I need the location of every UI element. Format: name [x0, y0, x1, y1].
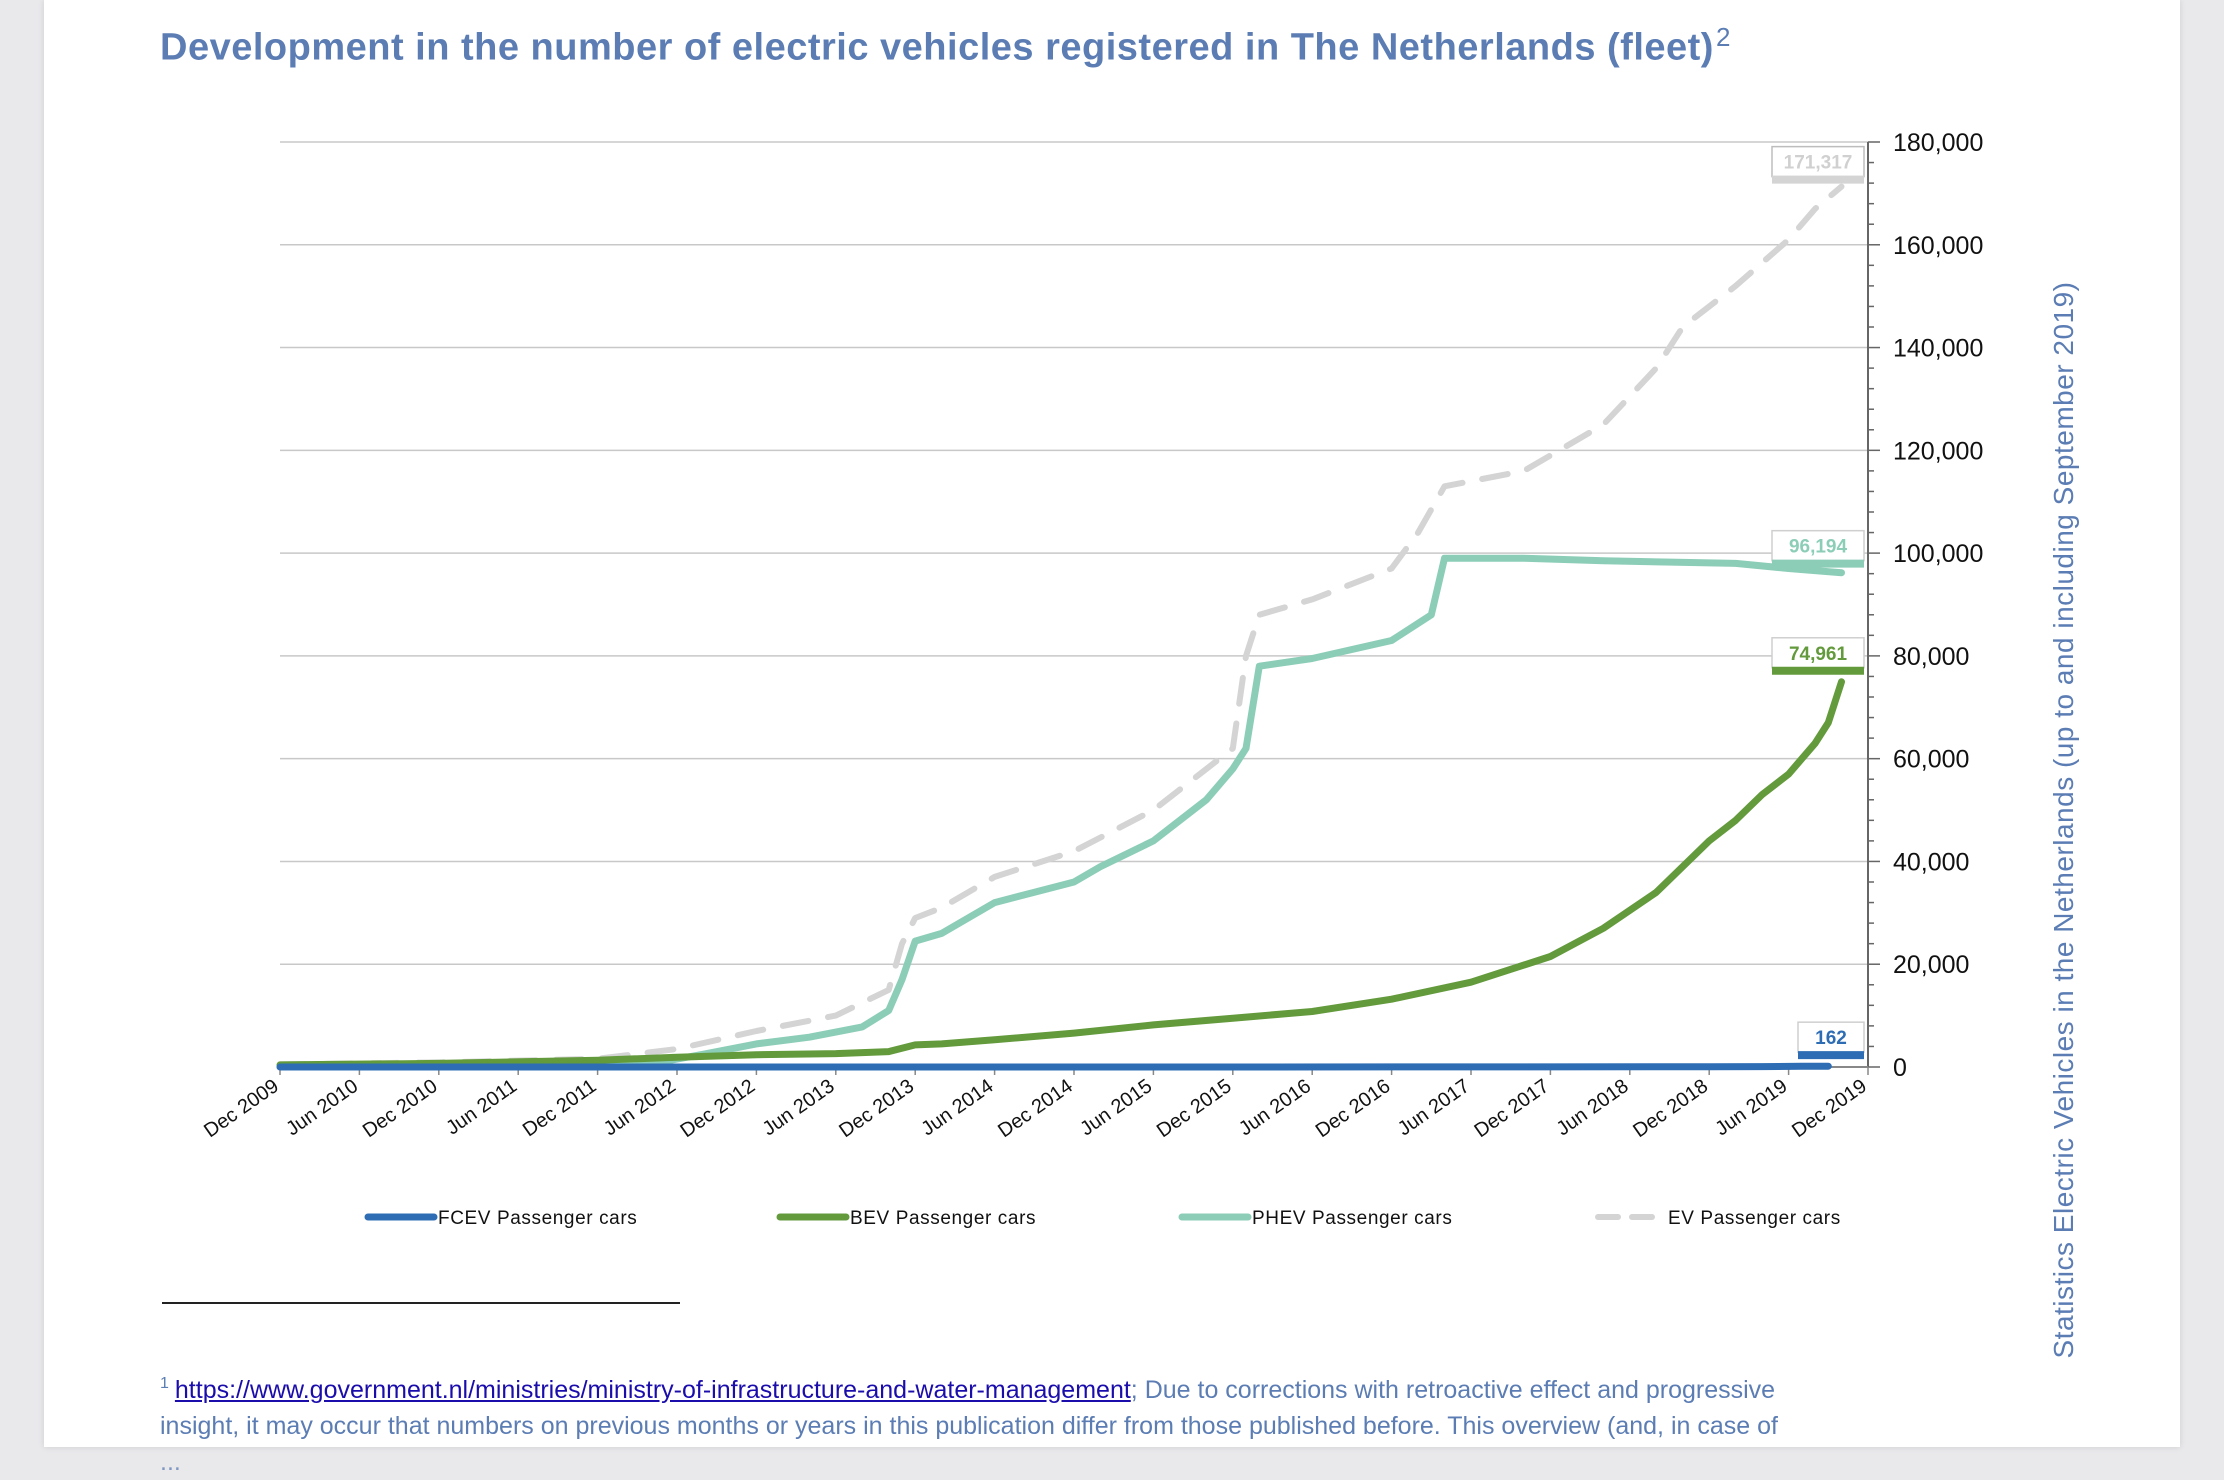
chart-title-text: Development in the number of electric ve… [160, 26, 1714, 69]
footnote: 1 https://www.government.nl/ministries/mi… [160, 1366, 1980, 1480]
footnote-marker: 1 [160, 1375, 169, 1392]
end-label-fcev: 162 [1815, 1028, 1847, 1049]
legend-label: EV Passenger cars [1668, 1208, 1841, 1229]
y-tick-label: 80,000 [1893, 643, 1969, 671]
x-tick-label: Jun 2012 [600, 1075, 680, 1140]
y-tick-label: 0 [1893, 1054, 1907, 1082]
legend-label: FCEV Passenger cars [438, 1208, 637, 1229]
y-axis-title: Statistics Electric Vehicles in the Neth… [2048, 281, 2079, 1359]
title-footnote-marker[interactable]: 2 [1715, 22, 1731, 52]
y-tick-label: 140,000 [1893, 335, 1983, 363]
x-tick-label: Jun 2013 [759, 1075, 839, 1140]
x-tick-label: Jun 2017 [1394, 1075, 1474, 1140]
end-label-ev: 171,317 [1784, 153, 1853, 174]
y-tick-label: 120,000 [1893, 437, 1983, 465]
chart-title: Development in the number of electric ve… [160, 22, 1731, 70]
end-label-box [1771, 637, 1865, 669]
x-tick-label: Jun 2019 [1711, 1075, 1791, 1140]
x-tick-label: Dec 2015 [1153, 1075, 1236, 1142]
legend-label: PHEV Passenger cars [1252, 1208, 1452, 1229]
data-labels: 171,317 96,194 74,961 162 [1771, 145, 1865, 1060]
y-tick-label: 180,000 [1893, 129, 1983, 157]
x-tick-label: Jun 2010 [282, 1075, 362, 1140]
footnote-text-line2: insight, it may occur that numbers on pr… [160, 1412, 1778, 1440]
y-tick-label: 40,000 [1893, 848, 1969, 876]
x-tick-label: Jun 2011 [442, 1075, 521, 1139]
x-tick-label: Jun 2014 [917, 1075, 997, 1140]
end-label-box [1797, 1021, 1865, 1053]
series-line-phev [276, 554, 1845, 1070]
chart: 0 20,000 40,000 60,000 80,000 100,000 120,000 1… [200, 129, 1983, 1229]
x-tick-label: Dec 2013 [835, 1075, 918, 1142]
footnote-divider [162, 1302, 680, 1304]
x-tick-label: Dec 2012 [677, 1075, 760, 1142]
x-tick-label: Dec 2011 [519, 1075, 601, 1141]
y-tick-label: 100,000 [1893, 540, 1983, 568]
y-tick-label: 160,000 [1893, 232, 1983, 260]
x-tick-label: Dec 2010 [359, 1075, 442, 1142]
series-line-bev [276, 678, 1845, 1069]
end-label-bev: 74,961 [1789, 644, 1848, 665]
end-label-box [1771, 145, 1865, 178]
footnote-link[interactable]: https://www.government.nl/ministries/min… [174, 1376, 1131, 1404]
legend-label: BEV Passenger cars [850, 1208, 1036, 1229]
x-tick-label: Dec 2018 [1629, 1075, 1712, 1142]
footnote-text-line1: ; Due to corrections with retroactive ef… [1130, 1376, 1776, 1404]
legend: FCEV Passenger cars BEV Passenger cars PHE… [364, 1208, 1841, 1229]
axes: 0 20,000 40,000 60,000 80,000 100,000 120,000 1… [200, 129, 1983, 1142]
end-label-phev: 96,194 [1789, 537, 1848, 558]
footnote-text-line3: ... [160, 1448, 181, 1476]
x-tick-label: Jun 2015 [1076, 1075, 1156, 1140]
series-line-fcev [276, 1062, 1832, 1071]
x-tick-label: Dec 2009 [200, 1075, 283, 1142]
y-tick-label: 20,000 [1893, 951, 1969, 979]
series-line-ev [277, 183, 1845, 1068]
gridlines [280, 141, 1868, 1068]
series-lines [276, 183, 1845, 1071]
x-tick-label: Dec 2019 [1788, 1075, 1871, 1142]
x-tick-label: Dec 2016 [1312, 1075, 1395, 1142]
y-tick-label: 60,000 [1893, 746, 1969, 774]
x-tick-label: Jun 2018 [1553, 1075, 1633, 1140]
x-tick-label: Jun 2016 [1235, 1075, 1315, 1140]
x-tick-label: Dec 2017 [1471, 1075, 1554, 1142]
x-tick-label: Dec 2014 [994, 1075, 1077, 1142]
